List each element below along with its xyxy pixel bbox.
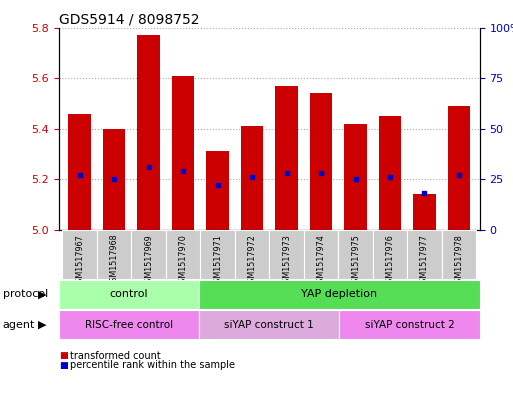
Text: ■: ■ — [59, 361, 68, 370]
Bar — [137, 35, 160, 230]
Bar — [59, 280, 199, 309]
Text: ■: ■ — [59, 351, 68, 360]
Text: GSM1517973: GSM1517973 — [282, 234, 291, 288]
Text: GSM1517976: GSM1517976 — [385, 234, 394, 288]
Bar — [68, 114, 91, 230]
Bar — [310, 93, 332, 230]
Text: GDS5914 / 8098752: GDS5914 / 8098752 — [59, 12, 200, 26]
Text: transformed count: transformed count — [70, 351, 161, 361]
Text: siYAP construct 2: siYAP construct 2 — [365, 320, 455, 330]
Bar — [269, 230, 304, 279]
Bar — [97, 230, 131, 279]
Bar — [59, 310, 199, 339]
Bar — [131, 230, 166, 279]
Text: GSM1517970: GSM1517970 — [179, 234, 188, 288]
Bar — [199, 310, 340, 339]
Bar — [275, 86, 298, 230]
Bar — [442, 230, 476, 279]
Text: GSM1517978: GSM1517978 — [455, 234, 463, 288]
Text: ▶: ▶ — [37, 289, 46, 299]
Text: GSM1517969: GSM1517969 — [144, 234, 153, 288]
Text: GSM1517975: GSM1517975 — [351, 234, 360, 288]
Text: percentile rank within the sample: percentile rank within the sample — [70, 360, 235, 371]
Text: GSM1517972: GSM1517972 — [248, 234, 256, 288]
Bar — [63, 230, 97, 279]
Text: GSM1517974: GSM1517974 — [317, 234, 326, 288]
Bar — [413, 195, 436, 230]
Text: ▶: ▶ — [37, 320, 46, 330]
Bar — [304, 230, 338, 279]
Bar — [344, 124, 367, 230]
Text: GSM1517971: GSM1517971 — [213, 234, 222, 288]
Bar — [379, 116, 401, 230]
Bar — [201, 230, 235, 279]
Bar — [338, 230, 373, 279]
Text: agent: agent — [3, 320, 35, 330]
Bar — [166, 230, 201, 279]
Bar — [172, 75, 194, 230]
Text: GSM1517968: GSM1517968 — [110, 234, 119, 287]
Text: GSM1517977: GSM1517977 — [420, 234, 429, 288]
Bar — [199, 280, 480, 309]
Text: control: control — [110, 289, 148, 299]
Bar — [407, 230, 442, 279]
Text: YAP depletion: YAP depletion — [301, 289, 378, 299]
Text: GSM1517967: GSM1517967 — [75, 234, 84, 288]
Text: protocol: protocol — [3, 289, 48, 299]
Bar — [206, 151, 229, 230]
Bar — [241, 126, 263, 230]
Bar — [235, 230, 269, 279]
Bar — [103, 129, 125, 230]
Text: RISC-free control: RISC-free control — [85, 320, 173, 330]
Bar — [448, 106, 470, 230]
Bar — [340, 310, 480, 339]
Text: siYAP construct 1: siYAP construct 1 — [225, 320, 314, 330]
Bar — [373, 230, 407, 279]
